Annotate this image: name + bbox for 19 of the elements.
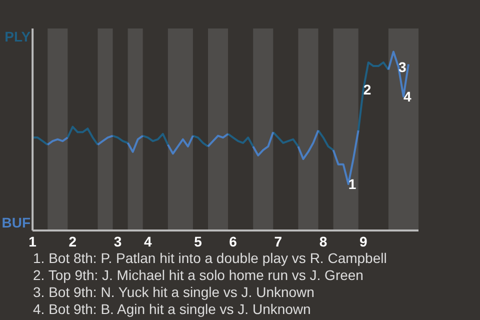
text: PLY bbox=[4, 28, 32, 44]
x-tick-label: 5 bbox=[194, 234, 202, 250]
annotation: 2 bbox=[363, 81, 372, 98]
text: 3. Bot 9th: N. Yuck hit a single vs J. Unknown bbox=[33, 284, 314, 300]
x-tick-label: 4 bbox=[144, 234, 152, 250]
text: 2. Top 9th: J. Michael hit a solo home run vs J. Green bbox=[33, 267, 364, 283]
text: 4. Bot 9th: B. Agin hit a single vs J. Unknown bbox=[33, 301, 311, 317]
annotation: 4 bbox=[403, 88, 412, 104]
x-tick-label: 3 bbox=[114, 234, 122, 250]
x-tick-label: 9 bbox=[359, 234, 368, 250]
annotation: 1 bbox=[348, 176, 356, 192]
annotation: 3 bbox=[398, 58, 406, 75]
text: BUF bbox=[2, 214, 32, 230]
x-tick-label: 6 bbox=[229, 234, 238, 250]
x-tick-label: 2 bbox=[68, 234, 77, 250]
x-tick-label: 7 bbox=[274, 234, 282, 250]
text: 1. Bot 8th: P. Patlan hit into a double play vs R. Campbell bbox=[33, 250, 387, 266]
x-tick-label: 1 bbox=[28, 234, 37, 250]
x-tick-label: 8 bbox=[319, 234, 328, 250]
